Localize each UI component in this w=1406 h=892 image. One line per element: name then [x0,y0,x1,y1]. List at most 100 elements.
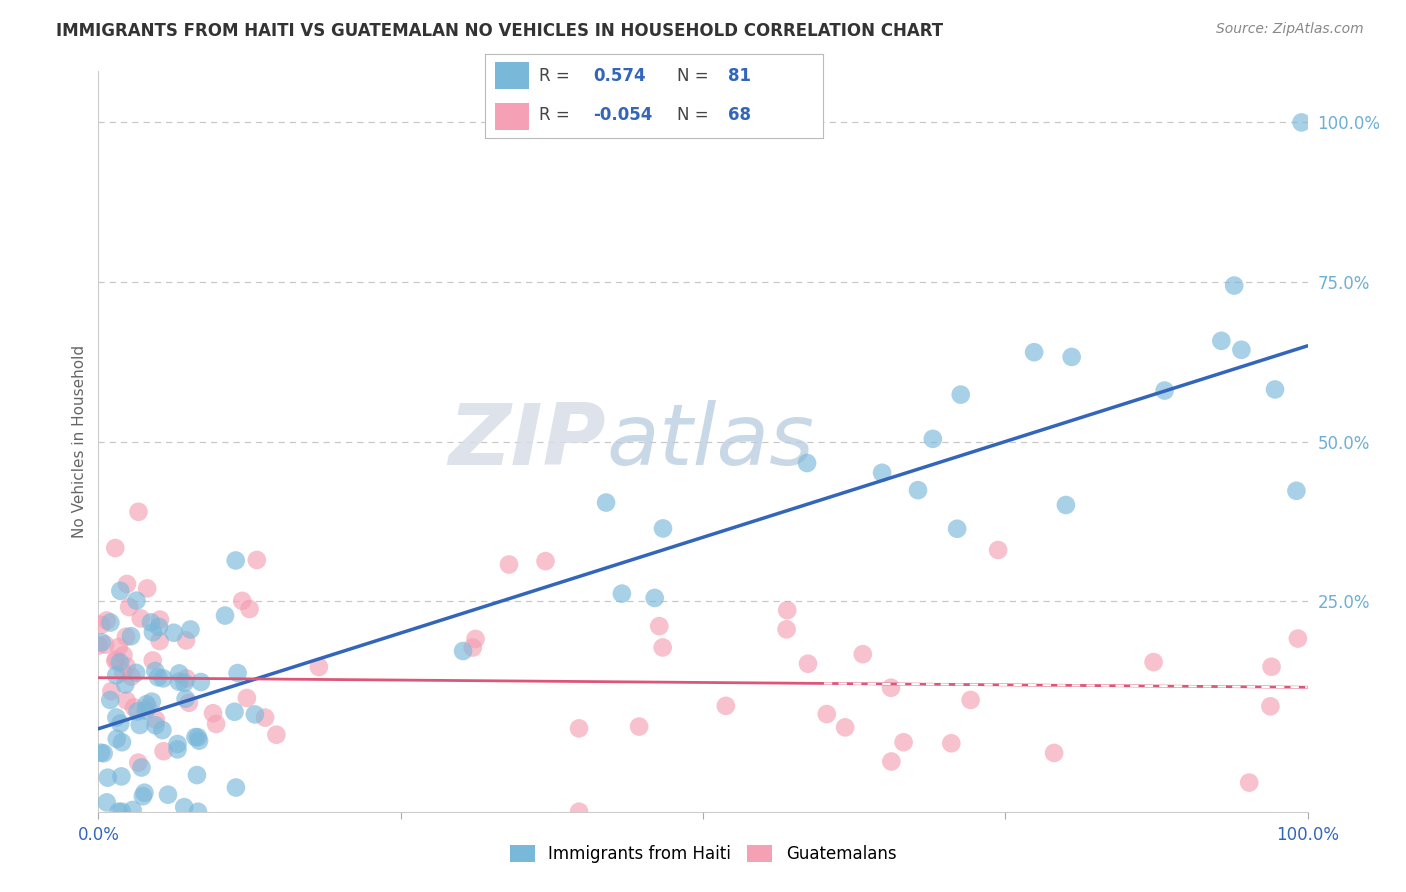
Y-axis label: No Vehicles in Household: No Vehicles in Household [72,345,87,538]
Point [870,466,893,480]
Point [214,608,236,623]
Point [1024,345,1046,359]
Point [946,522,969,536]
Point [187,805,209,819]
Point [145,713,167,727]
Point [949,387,972,401]
Point [796,456,818,470]
Point [142,653,165,667]
Point [231,594,253,608]
Point [135,704,157,718]
Point [224,705,246,719]
Point [880,681,903,695]
Point [132,789,155,804]
Point [96,614,118,628]
Point [186,768,208,782]
Text: R =: R = [538,106,569,124]
Point [1153,384,1175,398]
Point [907,483,929,498]
Point [174,691,197,706]
Point [141,695,163,709]
Point [243,707,266,722]
Point [648,619,671,633]
Point [125,665,148,680]
Point [104,654,127,668]
Point [959,693,981,707]
Point [775,623,797,637]
Point [714,698,737,713]
Point [202,706,225,721]
Point [145,718,167,732]
Text: 81: 81 [728,68,751,86]
Point [166,737,188,751]
Point [1043,746,1066,760]
Point [1285,483,1308,498]
Point [112,648,135,663]
Point [1291,115,1313,129]
Point [236,690,259,705]
Point [163,625,186,640]
Point [100,684,122,698]
Point [226,666,249,681]
Point [461,640,484,655]
Point [174,633,197,648]
Point [105,731,128,746]
Point [568,805,591,819]
Point [1260,699,1282,714]
Text: Source: ZipAtlas.com: Source: ZipAtlas.com [1216,22,1364,37]
Point [143,664,166,678]
Text: R =: R = [538,68,569,86]
Point [1054,498,1077,512]
Point [254,710,277,724]
Point [534,554,557,568]
Point [173,800,195,814]
Point [834,720,856,734]
Point [184,730,207,744]
Point [134,786,156,800]
Point [136,700,159,714]
Point [797,657,820,671]
Point [120,629,142,643]
Point [90,617,112,632]
Point [166,742,188,756]
Point [815,707,838,722]
Point [190,675,212,690]
Point [108,656,131,670]
Point [987,543,1010,558]
Point [129,611,152,625]
Point [156,788,179,802]
Point [115,630,138,644]
Point [139,615,162,630]
Point [1264,383,1286,397]
Point [628,720,651,734]
Legend: Immigrants from Haiti, Guatemalans: Immigrants from Haiti, Guatemalans [503,838,903,870]
Point [115,659,138,673]
Point [173,675,195,690]
Point [94,638,117,652]
Point [128,718,150,732]
Point [1230,343,1253,357]
Point [149,634,172,648]
Point [90,635,112,649]
Point [852,647,875,661]
Point [1211,334,1233,348]
Point [1286,632,1309,646]
Point [110,583,132,598]
Point [104,541,127,555]
Point [121,803,143,817]
Text: IMMIGRANTS FROM HAITI VS GUATEMALAN NO VEHICLES IN HOUSEHOLD CORRELATION CHART: IMMIGRANTS FROM HAITI VS GUATEMALAN NO V… [56,22,943,40]
Point [114,677,136,691]
Point [941,736,963,750]
Point [115,577,138,591]
Point [135,697,157,711]
Point [177,696,200,710]
Point [87,639,110,653]
Point [167,666,190,681]
Point [110,769,132,783]
Point [152,672,174,686]
Point [122,700,145,714]
Point [104,652,127,666]
Point [179,623,201,637]
Point [308,660,330,674]
Text: -0.054: -0.054 [593,106,652,124]
